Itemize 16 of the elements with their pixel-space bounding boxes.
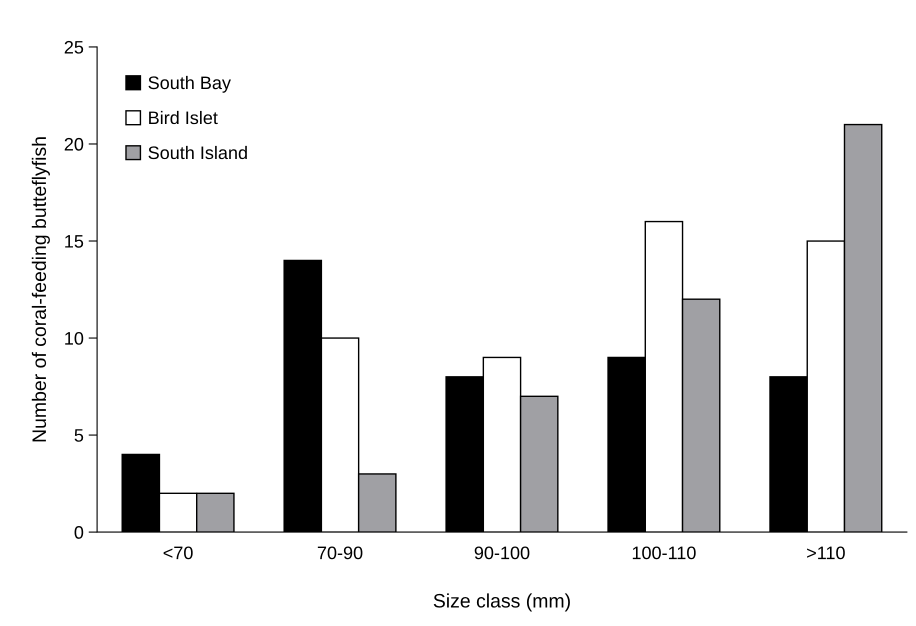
y-tick-label: 0 <box>74 526 84 539</box>
y-tick-label: 5 <box>74 429 84 442</box>
x-tick-label: 70-90 <box>318 546 362 560</box>
x-axis-title: Size class (mm) <box>434 593 570 612</box>
legend-label: Bird Islet <box>149 110 218 124</box>
y-tick-label: 20 <box>64 138 84 151</box>
x-tick-label: 100-110 <box>632 546 696 560</box>
legend-label: South Bay <box>148 76 231 93</box>
x-tick-label: <70 <box>164 546 193 560</box>
x-tick-label: 90-100 <box>474 546 530 560</box>
legend-label: South Island <box>148 146 247 160</box>
y-axis-title: Number of coral-feeding butteflyfish <box>32 137 50 442</box>
y-tick-label: 25 <box>64 40 84 54</box>
y-tick-label: 10 <box>65 332 84 345</box>
x-tick-label: >110 <box>807 546 845 560</box>
y-tick-label: 15 <box>65 235 84 248</box>
